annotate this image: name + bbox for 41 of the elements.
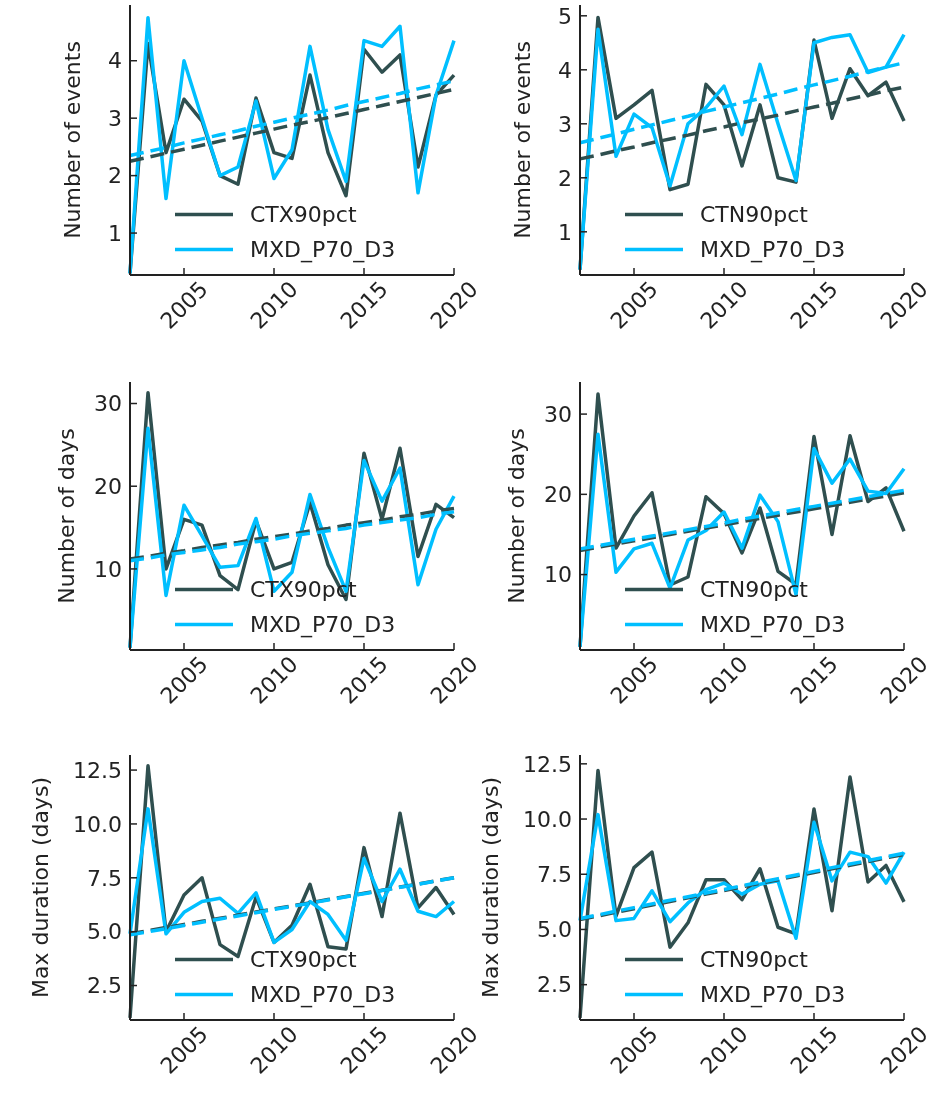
y-tick-label: 10	[94, 556, 122, 582]
y-tick-label: 1	[108, 220, 122, 246]
y-tick-label: 2.5	[87, 973, 122, 999]
y-tick-label: 5.0	[537, 917, 572, 943]
y-tick-label: 12.5	[73, 757, 122, 783]
y-tick-label: 20	[94, 473, 122, 499]
y-axis-title: Max duration (days)	[478, 776, 503, 999]
y-tick-label: 10.0	[73, 811, 122, 837]
y-tick-label: 3	[558, 111, 572, 137]
y-tick-label: 7.5	[537, 861, 572, 887]
y-tick-label: 5.0	[87, 919, 122, 945]
legend-label: CTN90pct	[700, 947, 809, 973]
y-tick-label: 7.5	[87, 865, 122, 891]
y-tick-label: 4	[558, 57, 572, 83]
legend-label: MXD_P70_D3	[250, 237, 396, 264]
y-tick-label: 1	[558, 219, 572, 245]
y-tick-label: 10.0	[523, 806, 572, 832]
y-axis-title: Number of days	[54, 428, 79, 604]
y-tick-label: 2	[558, 165, 572, 191]
y-tick-label: 30	[544, 401, 572, 427]
y-axis-title: Number of events	[60, 41, 85, 239]
legend-label: MXD_P70_D3	[700, 982, 846, 1009]
y-tick-label: 10	[544, 562, 572, 588]
y-tick-label: 3	[108, 105, 122, 131]
legend-label: CTX90pct	[250, 202, 357, 228]
legend-label: MXD_P70_D3	[250, 612, 396, 639]
y-tick-label: 2.5	[537, 972, 572, 998]
legend-label: CTN90pct	[700, 202, 809, 228]
y-tick-label: 20	[544, 482, 572, 508]
y-tick-label: 5	[558, 3, 572, 29]
y-tick-label: 12.5	[523, 751, 572, 777]
legend-label: MXD_P70_D3	[700, 612, 846, 639]
y-axis-title: Max duration (days)	[28, 776, 53, 999]
y-axis-title: Number of events	[510, 41, 535, 239]
y-axis-title: Number of days	[504, 428, 529, 604]
y-tick-label: 30	[94, 391, 122, 417]
y-tick-label: 2	[108, 163, 122, 189]
legend-label: MXD_P70_D3	[700, 237, 846, 264]
legend-label: CTX90pct	[250, 947, 357, 973]
legend-label: MXD_P70_D3	[250, 982, 396, 1009]
y-tick-label: 4	[108, 48, 122, 74]
